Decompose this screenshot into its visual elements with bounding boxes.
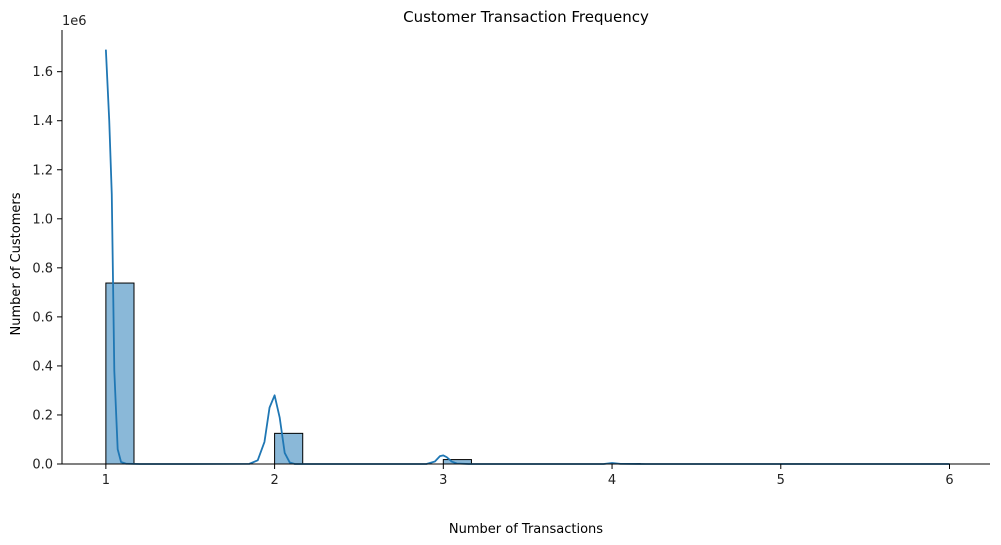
axes bbox=[61, 30, 990, 465]
y-offset-label: 1e6 bbox=[62, 14, 87, 29]
x-tick-label: 3 bbox=[439, 473, 447, 488]
x-tick-label: 4 bbox=[608, 473, 616, 488]
x-tick-label: 5 bbox=[777, 473, 785, 488]
x-tick-label: 1 bbox=[102, 473, 110, 488]
y-tick-label: 0.8 bbox=[32, 261, 53, 276]
x-ticks: 1 2 3 4 5 6 bbox=[102, 464, 954, 488]
histogram-bar-1 bbox=[105, 282, 135, 465]
y-ticks: 0.0 0.2 0.4 0.6 0.8 1.0 1.2 1.4 1.6 bbox=[32, 65, 62, 473]
kde-curve bbox=[104, 49, 950, 465]
y-tick-label: 1.2 bbox=[32, 163, 53, 178]
histogram-bars bbox=[105, 282, 951, 465]
y-tick-label: 0.4 bbox=[32, 359, 53, 374]
x-axis-title: Number of Transactions bbox=[449, 522, 603, 537]
y-tick-label: 0.0 bbox=[32, 458, 53, 473]
kde-curve-group bbox=[104, 49, 950, 465]
chart-title: Customer Transaction Frequency bbox=[403, 8, 649, 26]
x-tick-label: 2 bbox=[270, 473, 278, 488]
y-tick-label: 1.0 bbox=[32, 212, 53, 227]
y-tick-label: 1.4 bbox=[32, 114, 53, 129]
y-tick-label: 1.6 bbox=[32, 65, 53, 80]
y-tick-label: 0.6 bbox=[32, 310, 53, 325]
y-axis-title: Number of Customers bbox=[9, 192, 24, 335]
y-tick-label: 0.2 bbox=[32, 408, 53, 423]
x-tick-label: 6 bbox=[945, 473, 953, 488]
